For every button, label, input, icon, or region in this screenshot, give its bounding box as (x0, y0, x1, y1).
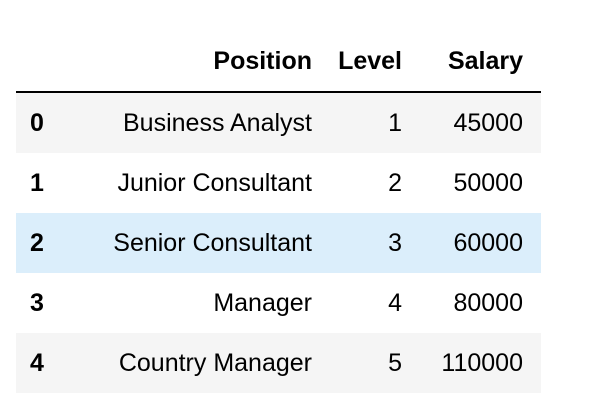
cell-salary: 60000 (453, 229, 523, 257)
table-row-highlighted[interactable]: 2 Senior Consultant 3 60000 (16, 213, 541, 273)
cell-level: 4 (388, 289, 402, 317)
table-row[interactable]: 0 Business Analyst 1 45000 (16, 92, 541, 153)
cell-salary: 80000 (453, 289, 523, 317)
table-row[interactable]: 4 Country Manager 5 110000 (16, 333, 541, 393)
index-header (16, 31, 88, 93)
cell-salary: 110000 (441, 349, 523, 377)
row-index: 2 (30, 229, 44, 257)
cell-level: 2 (388, 169, 402, 197)
cell-level: 5 (388, 349, 402, 377)
cell-position: Country Manager (118, 349, 312, 377)
table-row[interactable]: 3 Manager 4 80000 (16, 273, 541, 333)
table-body: 0 Business Analyst 1 45000 1 Junior Cons… (16, 92, 541, 393)
cell-level: 1 (388, 109, 402, 137)
column-header-salary: Salary (420, 31, 541, 93)
table-row[interactable]: 1 Junior Consultant 2 50000 (16, 153, 541, 213)
cell-position: Business Analyst (123, 109, 312, 137)
cell-salary: 50000 (453, 169, 523, 197)
column-header-level: Level (330, 31, 420, 93)
table-header: Position Level Salary (16, 31, 541, 93)
header-row: Position Level Salary (16, 31, 541, 93)
row-index: 1 (30, 169, 44, 197)
cell-position: Junior Consultant (117, 169, 312, 197)
cell-position: Senior Consultant (113, 229, 312, 257)
dataframe-table: Position Level Salary 0 Business Analyst… (16, 31, 541, 393)
cell-salary: 45000 (453, 109, 523, 137)
row-index: 3 (30, 289, 44, 317)
row-index: 0 (30, 109, 44, 137)
cell-position: Manager (213, 289, 312, 317)
row-index: 4 (30, 349, 44, 377)
column-header-position: Position (88, 31, 330, 93)
cell-level: 3 (388, 229, 402, 257)
